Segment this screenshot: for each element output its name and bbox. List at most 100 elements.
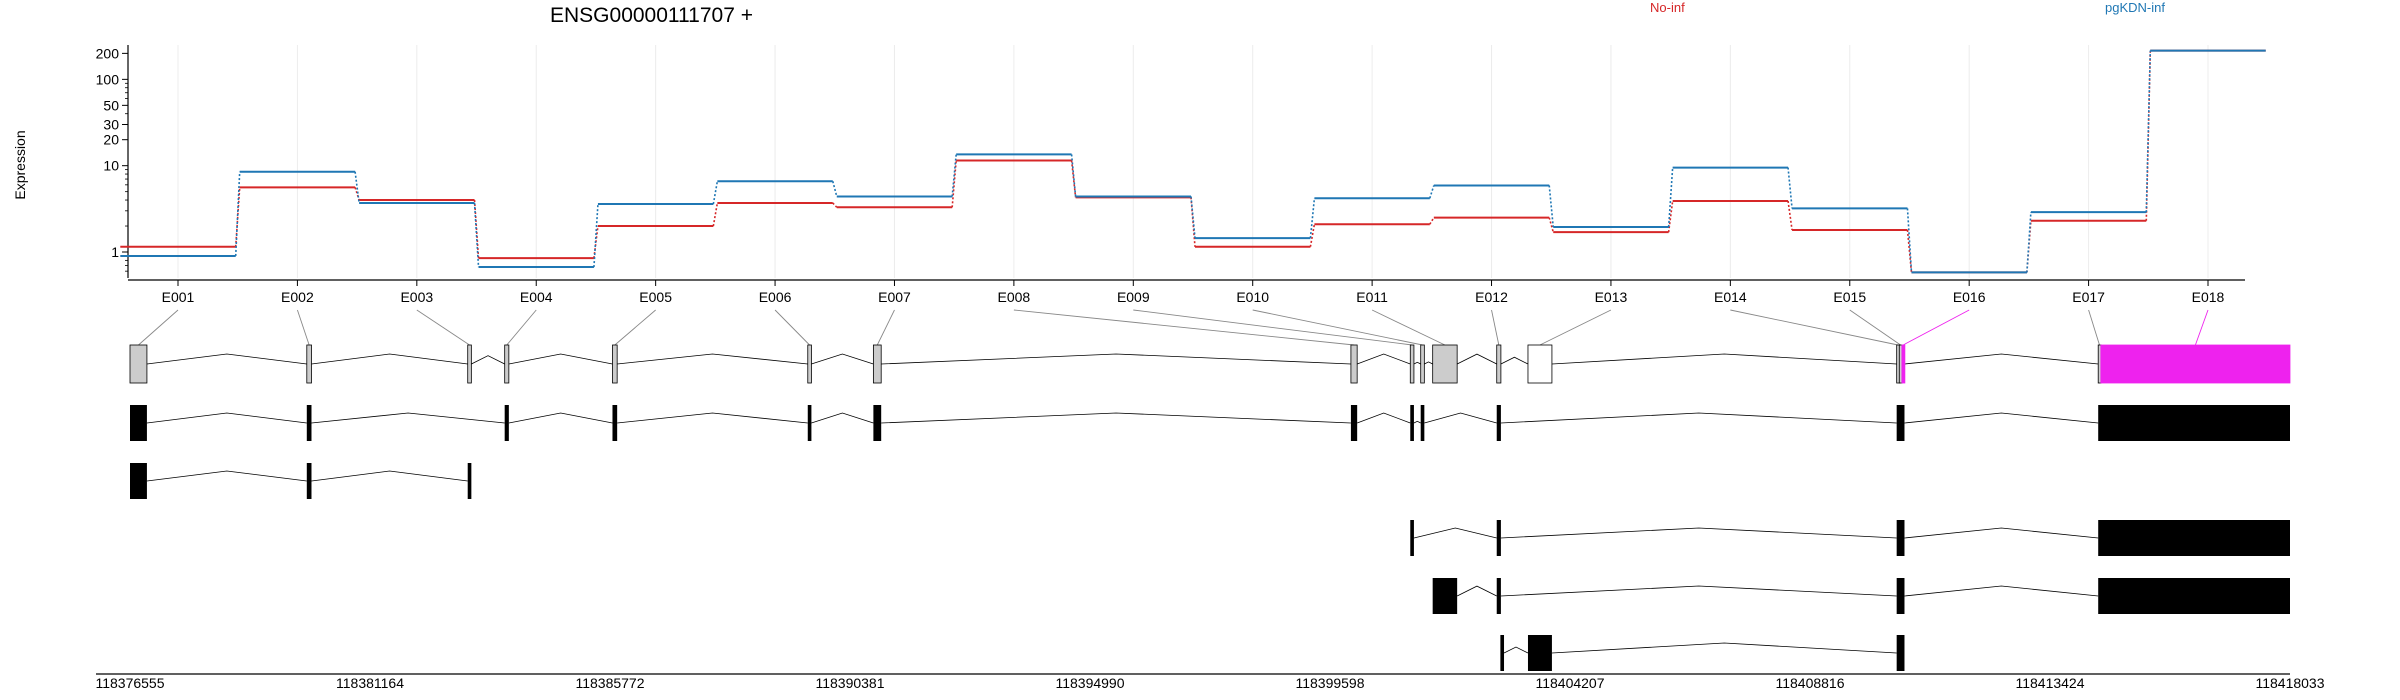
exon-connector (506, 309, 537, 346)
transcript-exon (1896, 520, 1905, 556)
intron-line (1456, 585, 1497, 597)
series-connector (712, 202, 719, 227)
x-tick-label: E012 (1475, 289, 1508, 305)
exon-connector (1252, 309, 1423, 346)
genomic-tick-label: 118381164 (336, 675, 404, 691)
x-tick-label: E011 (1356, 289, 1388, 305)
series-connector (1787, 167, 1793, 209)
y-tick-label: 50 (103, 97, 119, 113)
x-tick-label: E016 (1953, 289, 1986, 305)
x-tick-label: E015 (1833, 289, 1866, 305)
series-connector (354, 171, 360, 204)
intron-line (881, 412, 1351, 424)
series-connector (712, 181, 719, 205)
exon-box (1901, 344, 1906, 384)
intron-line (1500, 412, 1897, 424)
intron-line (1357, 353, 1411, 365)
transcript-exon (1496, 578, 1501, 614)
genomic-axis: 118376555 118381164 118385772 118390381 1183… (95, 673, 2325, 691)
transcript (1410, 520, 2290, 556)
intron-line (1413, 361, 1421, 365)
exon-box (1527, 344, 1553, 384)
transcript (130, 405, 2290, 441)
genomic-tick-label: 118394990 (1055, 675, 1124, 691)
genomic-tick-label: 118408816 (1775, 675, 1844, 691)
intron-line (1503, 646, 1529, 654)
exon-connector (876, 309, 895, 346)
transcript-exon (612, 405, 618, 441)
y-axis-label: Expression (12, 130, 28, 199)
intron-line (617, 412, 808, 424)
intron-line (1424, 361, 1433, 365)
transcript-exon (2098, 520, 2290, 556)
series-connector (1787, 200, 1793, 231)
transcript (130, 463, 472, 499)
transcript-exon (130, 405, 147, 441)
intron-line (508, 353, 613, 365)
transcript-exon (1496, 520, 1501, 556)
genomic-tick-label: 118413424 (2015, 675, 2084, 691)
transcript-exon (467, 463, 472, 499)
series-connector (1190, 196, 1196, 239)
series-connector (1548, 217, 1555, 233)
transcript-exon (1500, 635, 1505, 671)
intron-line (811, 353, 874, 365)
series (120, 49, 2266, 274)
series-connector (1309, 198, 1316, 239)
intron-line (146, 412, 307, 424)
series-connector (1667, 167, 1674, 228)
intron-line (508, 412, 613, 424)
transcript-exon (873, 405, 882, 441)
exon-box (872, 344, 882, 384)
transcript (1432, 578, 2290, 614)
transcript-exon (1432, 578, 1458, 614)
genomic-tick-label: 118418033 (2255, 675, 2324, 691)
series-connector (2026, 212, 2032, 273)
intron-line (1500, 356, 1529, 365)
exon-connector (2088, 309, 2100, 346)
intron-line (146, 470, 307, 482)
transcript-exon (504, 405, 509, 441)
intron-line (1904, 412, 2099, 424)
genomic-tick-label: 118390381 (815, 675, 884, 691)
exon-box (612, 344, 618, 384)
intron-line (881, 353, 1351, 365)
exon-connector (416, 309, 470, 346)
x-tick-label: E014 (1714, 289, 1747, 305)
intron-line (1456, 353, 1497, 365)
x-tick-label: E003 (400, 289, 433, 305)
intron-line (811, 412, 874, 424)
legend-entry-no-inf: No-inf (1650, 0, 1685, 15)
series-connector (1309, 224, 1316, 247)
exon-box (1409, 344, 1415, 384)
x-tick-label: E001 (162, 289, 195, 305)
transcript-exon (1896, 405, 1905, 441)
grid (177, 45, 2209, 278)
transcript-exon (1410, 520, 1414, 556)
exon-connector (1013, 309, 1355, 346)
exon-connector (2194, 309, 2209, 346)
transcript-exon (807, 405, 812, 441)
exon-box (504, 344, 510, 384)
series-connector (234, 187, 241, 247)
transcript-exon (1527, 635, 1552, 671)
x-tick-label: E013 (1595, 289, 1628, 305)
intron-line (1413, 527, 1497, 539)
x-tick-label: E002 (281, 289, 314, 305)
gene-model (129, 344, 2291, 384)
exon-box (1432, 344, 1458, 384)
intron-line (1500, 527, 1897, 539)
intron-line (1904, 527, 2099, 539)
x-tick-label: E018 (2192, 289, 2225, 305)
intron-line (1904, 585, 2099, 597)
series-connector (2145, 50, 2152, 213)
series-connector (1548, 185, 1555, 228)
intron-line (311, 353, 468, 365)
x-tick-label: E009 (1117, 289, 1150, 305)
x-tick-label: E006 (759, 289, 792, 305)
genomic-tick-label: 118404207 (1535, 675, 1604, 691)
transcript-exon (1896, 635, 1905, 671)
intron-line (1904, 353, 2099, 365)
